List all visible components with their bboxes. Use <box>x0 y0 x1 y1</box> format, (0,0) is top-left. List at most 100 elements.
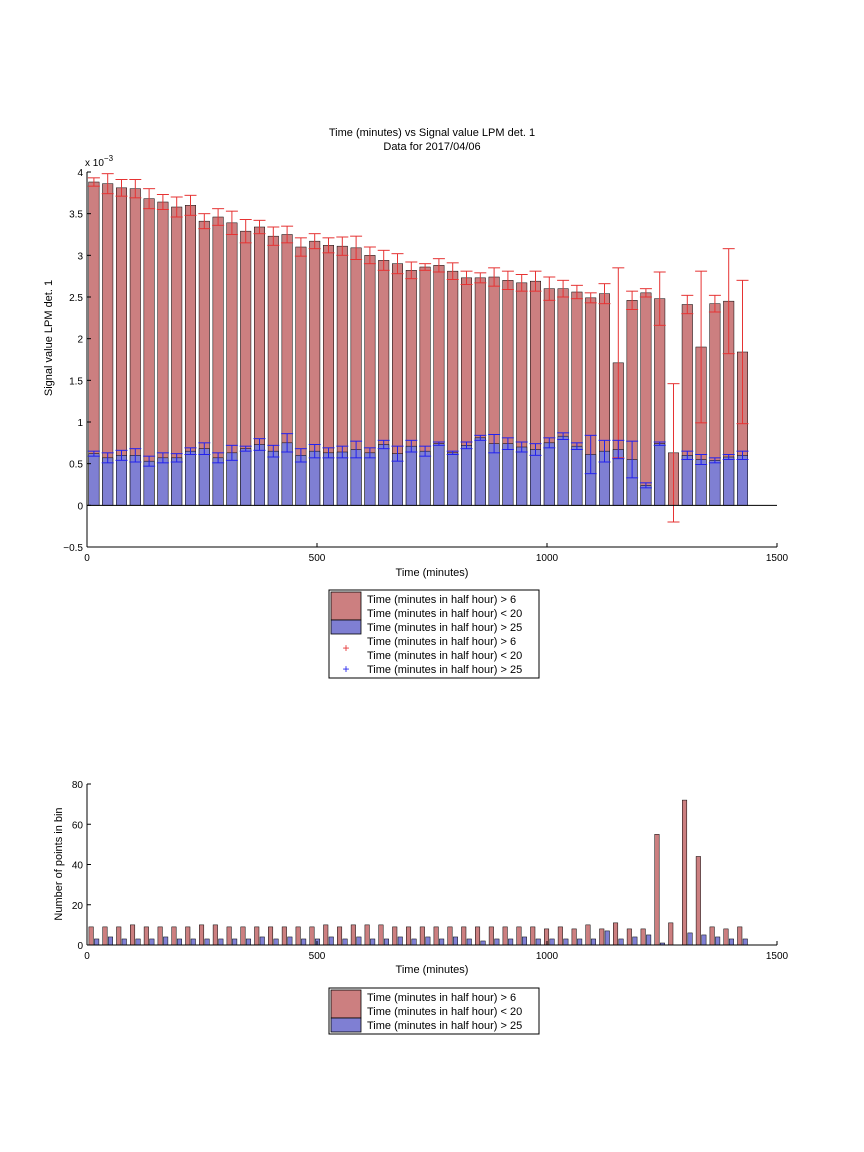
bar-blue <box>336 451 348 506</box>
bar-red <box>295 926 301 946</box>
error-bar-blue <box>308 444 321 459</box>
error-bar-red <box>143 188 156 210</box>
error-bar-blue <box>736 450 749 460</box>
bar-blue <box>94 938 100 946</box>
bar-red <box>709 926 715 946</box>
legend-box <box>328 589 540 679</box>
bar-red <box>157 926 163 946</box>
legend-label: Time (minutes in half hour) > 6 <box>367 992 516 1004</box>
bar-red <box>199 924 205 946</box>
bar-red <box>350 924 356 946</box>
bar-blue <box>356 936 362 946</box>
error-bar-blue <box>446 450 459 455</box>
bar-red <box>571 928 577 946</box>
bar-red <box>171 926 177 946</box>
legend-label: Time (minutes in half hour) < 20 <box>367 1006 522 1018</box>
bar-blue <box>590 938 596 946</box>
error-bar-red <box>377 249 390 271</box>
bar-blue <box>632 936 638 946</box>
error-bar-red <box>695 270 708 424</box>
bar-red <box>212 924 218 946</box>
error-bar-red <box>308 233 321 250</box>
bar-blue <box>218 938 224 946</box>
error-bar-red <box>253 219 266 235</box>
bar-red <box>88 926 94 946</box>
bar-red <box>613 922 619 946</box>
error-bar-red <box>129 179 142 199</box>
bar-blue <box>245 938 251 946</box>
bar-blue <box>163 936 169 946</box>
bar-blue <box>267 450 279 506</box>
error-bar-blue <box>722 454 735 460</box>
bar-blue <box>143 460 155 506</box>
bar-blue <box>425 936 431 946</box>
bar-red <box>475 926 481 946</box>
bar-blue <box>301 938 307 946</box>
error-bar-blue <box>184 447 197 455</box>
bar-red <box>378 924 384 946</box>
bar-layer <box>88 799 748 946</box>
bar-blue <box>543 442 555 506</box>
error-bar-blue <box>198 442 211 455</box>
y-axis-label: Signal value LPM det. 1 <box>43 280 55 396</box>
error-bar-red <box>653 271 666 326</box>
error-bar-blue <box>267 444 280 458</box>
error-bar-blue <box>115 449 128 461</box>
error-bar-blue <box>129 448 142 463</box>
bar-blue <box>742 938 748 946</box>
bar-blue <box>571 445 583 506</box>
bar-blue <box>419 450 431 506</box>
bar-red <box>626 928 632 946</box>
legend-swatch <box>330 1017 362 1033</box>
error-bar-blue <box>557 432 570 440</box>
x-tick-label: 0 <box>84 951 90 962</box>
error-bar-red <box>198 213 211 230</box>
y-tick-label: 2 <box>77 335 83 346</box>
bar-blue <box>466 938 472 946</box>
error-bar-red <box>460 270 473 285</box>
bar-blue <box>232 938 238 946</box>
bar-blue <box>618 938 624 946</box>
legend-label: Time (minutes in half hour) > 25 <box>367 622 522 634</box>
error-bar-red <box>501 270 514 290</box>
x-tick-label: 0 <box>84 553 90 564</box>
bar-blue <box>508 938 514 946</box>
bar-blue <box>198 448 210 506</box>
bar-blue <box>530 449 541 506</box>
bar-blue <box>309 450 321 506</box>
bar-blue <box>521 936 527 946</box>
bar-red <box>599 928 605 946</box>
bar-blue <box>695 459 707 506</box>
count-chart: 0 500 1000 1500 0 20 40 60 80 Time (minutes) Num… <box>53 780 789 1035</box>
bar-blue <box>259 936 265 946</box>
legend-box <box>328 987 540 1035</box>
error-bar-blue <box>460 441 473 450</box>
y-tick-label: 2.5 <box>69 293 83 304</box>
error-bar-red <box>294 237 307 257</box>
error-bar-red <box>681 294 694 315</box>
legend-label: Time (minutes in half hour) > 25 <box>367 664 522 676</box>
error-bar-blue <box>515 441 528 453</box>
error-bar-red <box>322 237 335 254</box>
y-tick-label: 80 <box>72 780 84 791</box>
bar-blue <box>604 930 610 946</box>
bar-blue <box>273 938 279 946</box>
bar-red <box>281 926 287 946</box>
bar-blue <box>563 938 569 946</box>
error-bar-red <box>419 263 432 271</box>
error-bar-blue <box>570 442 583 450</box>
bar-blue <box>378 444 390 506</box>
bar-blue <box>157 457 169 506</box>
error-bar-blue <box>101 452 114 464</box>
bar-blue <box>681 455 693 506</box>
error-bar-blue <box>377 439 390 450</box>
error-bar-red <box>722 248 735 355</box>
bar-blue <box>452 936 458 946</box>
bar-blue <box>728 938 734 946</box>
error-bar-blue <box>488 434 501 454</box>
error-bar-red <box>115 179 128 197</box>
bar-red <box>516 926 522 946</box>
bar-red <box>419 926 425 946</box>
error-bar-red <box>570 284 583 300</box>
